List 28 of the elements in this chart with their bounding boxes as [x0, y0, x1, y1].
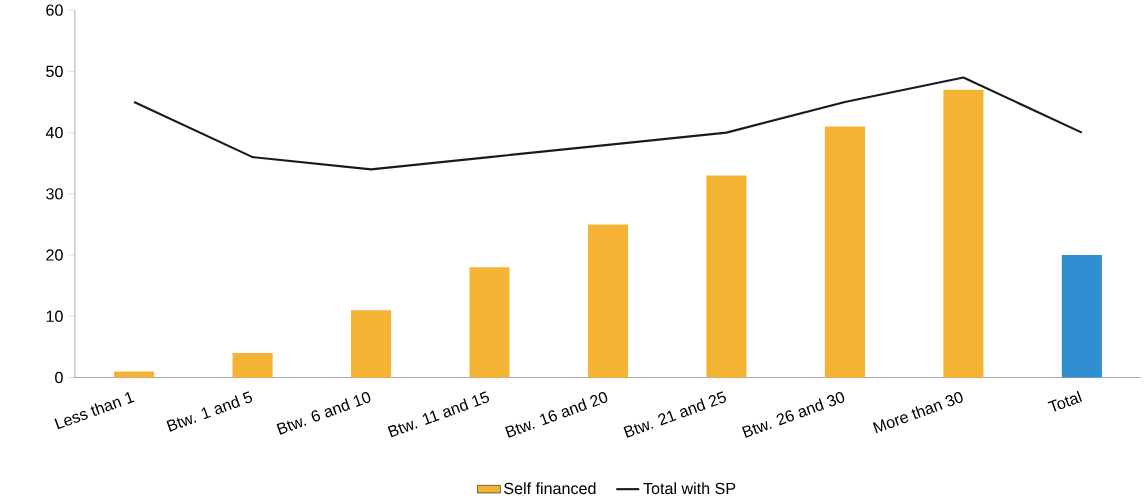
bar	[469, 267, 510, 378]
line-series	[133, 76, 1083, 171]
y-tick-label: 40	[45, 126, 63, 139]
bar	[587, 224, 629, 378]
x-tick-label: Btw. 26 and 30	[742, 391, 845, 438]
x-tick-label: Less than 1	[54, 391, 135, 430]
x-tick-label: Btw. 1 and 5	[166, 391, 253, 432]
bar	[706, 175, 747, 378]
y-tick-label: 20	[46, 249, 63, 261]
x-tick-label: Btw. 11 and 15	[387, 391, 490, 438]
bar	[943, 89, 984, 378]
y-tick-label: 60	[46, 4, 63, 16]
legend-label: Self financed	[504, 482, 596, 494]
x-tick-label: Btw. 16 and 20	[505, 391, 608, 438]
y-tick-label: 10	[46, 310, 63, 322]
x-tick-label: Btw. 6 and 10	[276, 391, 371, 435]
bar	[824, 126, 865, 378]
y-tick-label: 30	[46, 187, 63, 200]
bar	[114, 371, 155, 378]
legend-label: Total with SP	[643, 482, 736, 494]
y-tick-label: 0	[55, 371, 63, 384]
y-tick-label: 50	[46, 65, 63, 77]
bar	[1061, 254, 1102, 378]
x-tick-label: Btw. 21 and 25	[623, 391, 726, 438]
bar	[351, 309, 392, 378]
x-tick-label: Total	[1047, 390, 1083, 412]
bar	[232, 352, 273, 378]
x-tick-label: More than 30	[872, 391, 963, 434]
